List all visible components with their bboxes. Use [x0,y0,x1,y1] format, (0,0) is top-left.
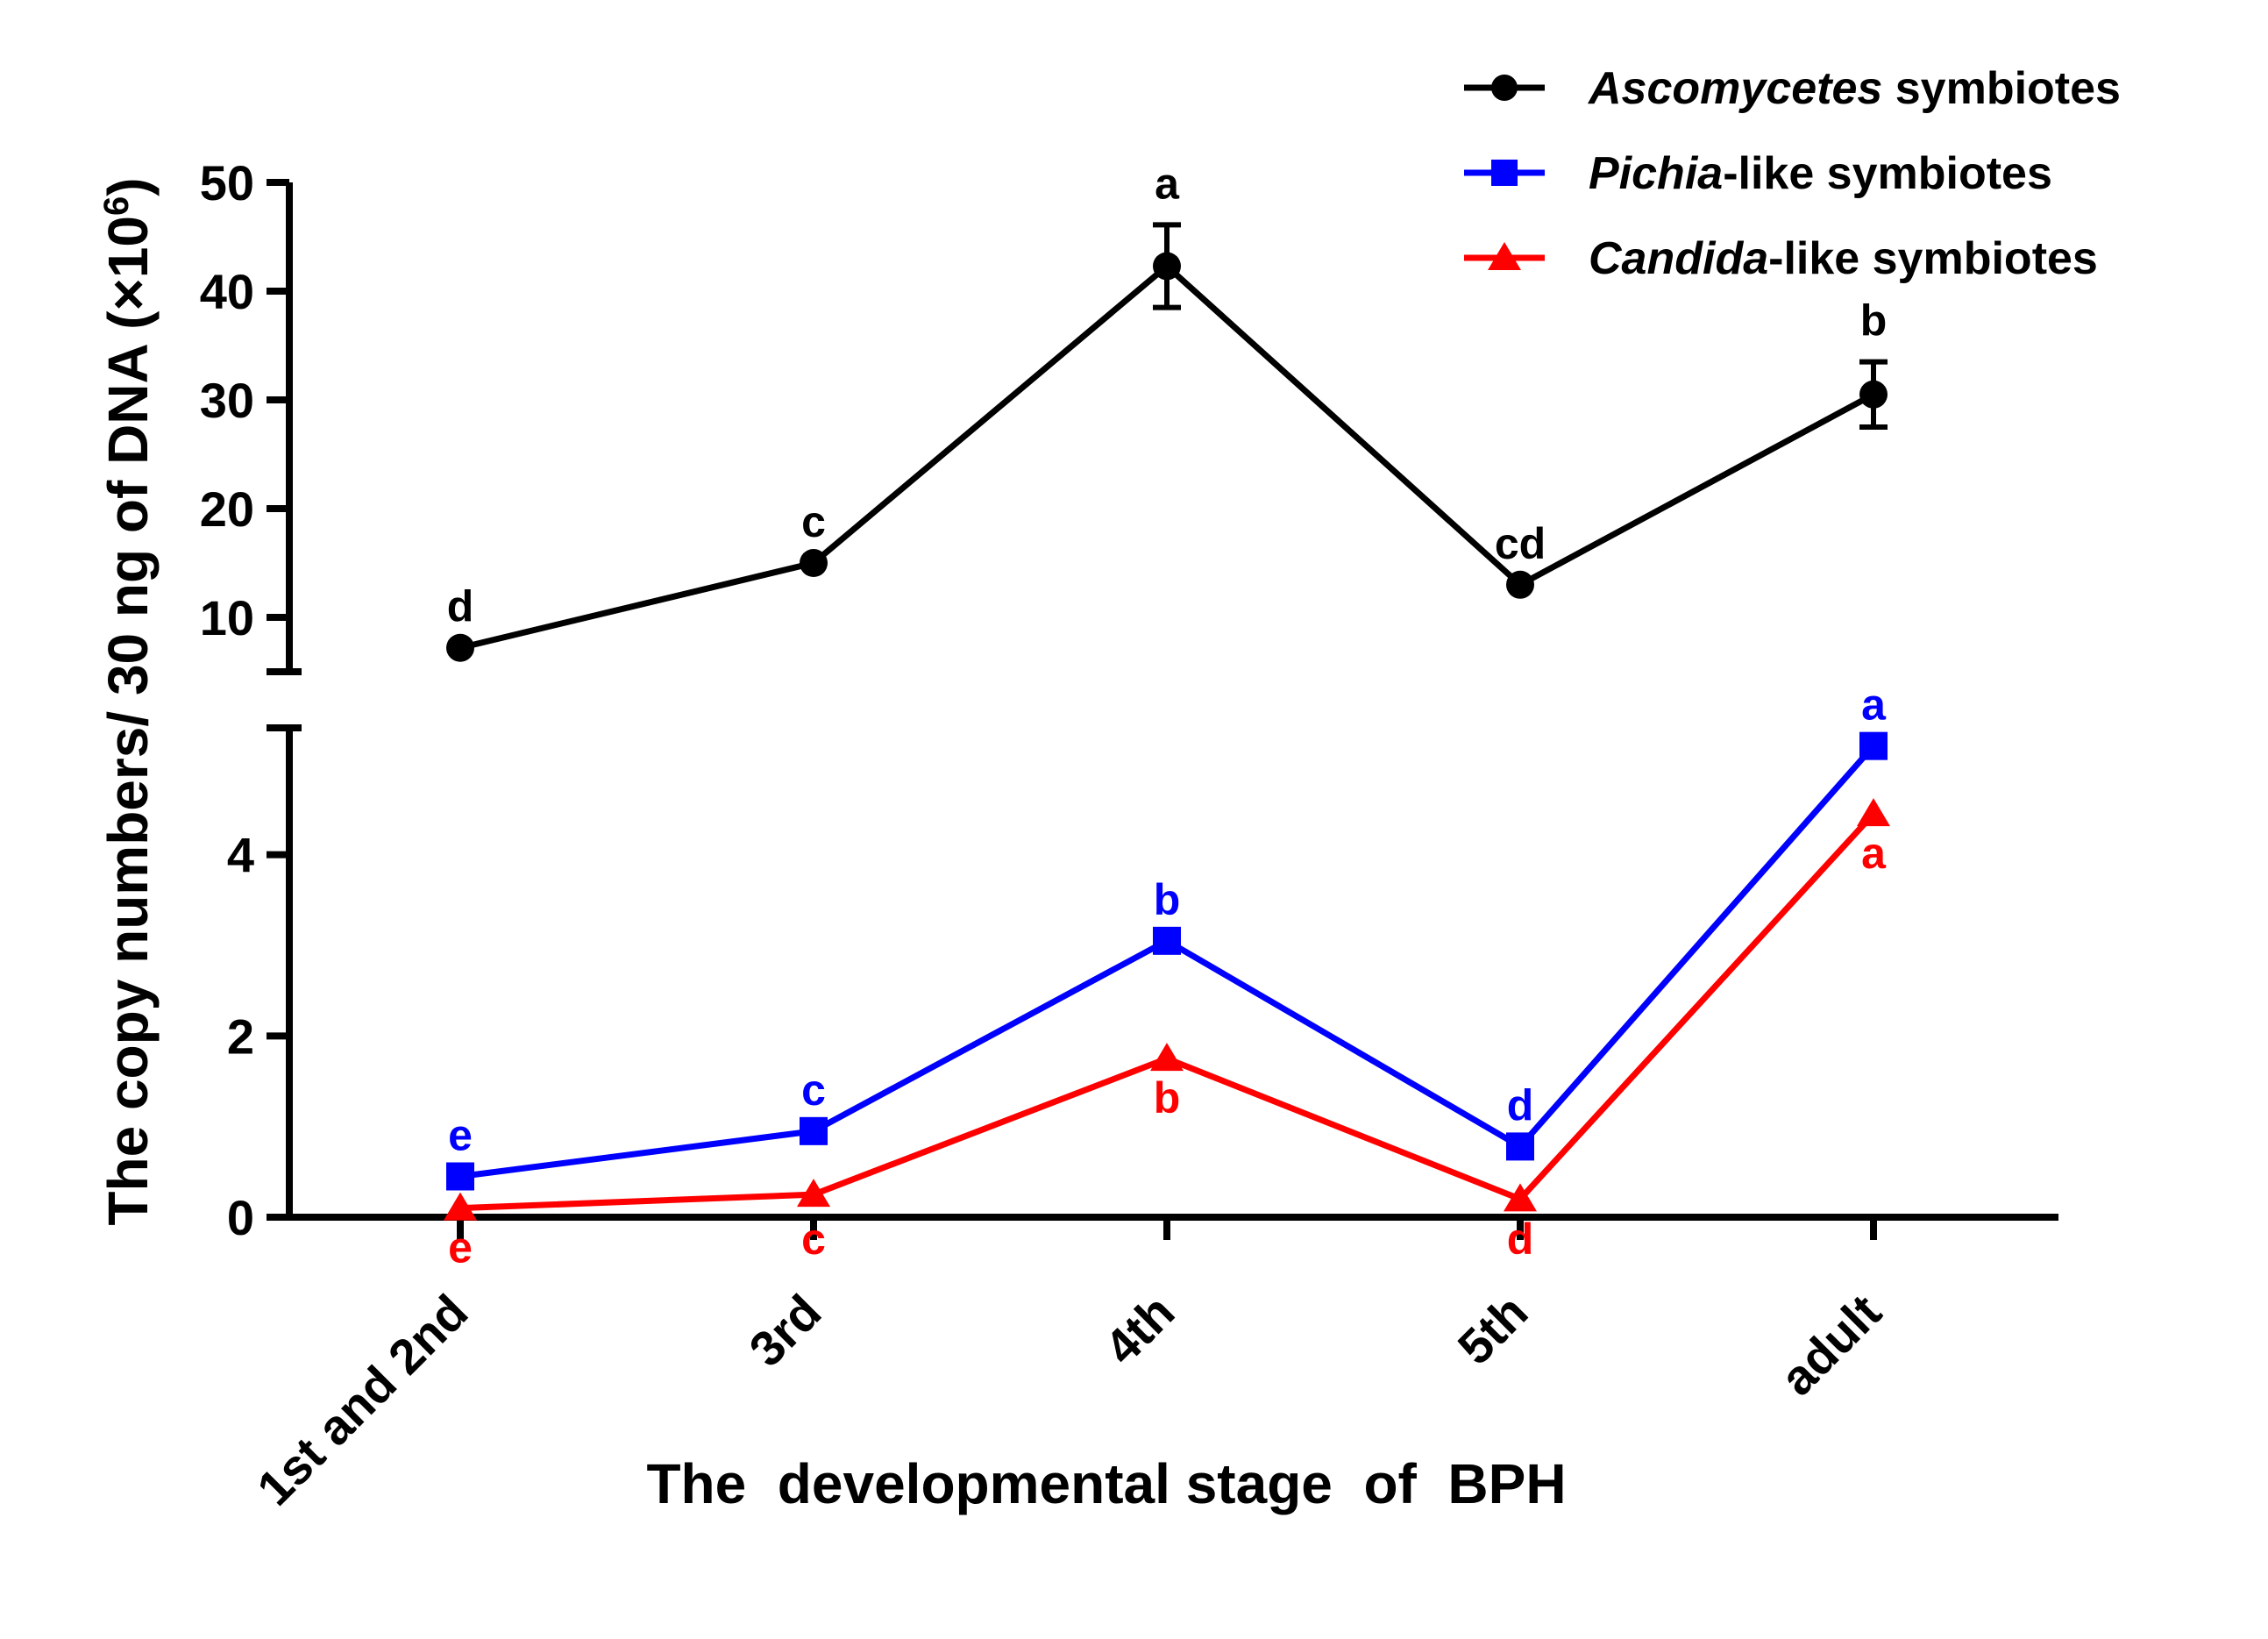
y-tick-label: 20 [200,481,254,537]
significance-letter: e [448,1111,473,1160]
legend-entry-candida: Candida-like symbiotes [1464,233,2098,284]
significance-letter: a [1861,681,1887,730]
x-tick-label: 4th [1094,1284,1185,1375]
y-tick-label: 50 [200,155,254,210]
legend-label-ascomycetes: Ascomycetes symbiotes [1587,63,2121,114]
y-tick-label: 0 [227,1190,254,1245]
significance-letter: cd [1495,519,1546,568]
legend-marker-triangle-icon [1488,242,1521,270]
y-tick-label: 40 [200,264,254,319]
data-point [1153,926,1181,955]
significance-letter: c [801,1215,826,1264]
x-tick-label: 5th [1447,1284,1539,1375]
data-point [797,1179,830,1208]
y-axis-title-main: The copy numbers/ 30 ng of DNA (×10 [96,216,160,1226]
plot-area [267,182,2058,1221]
data-point [1153,252,1181,281]
legend-entry-pichia: Pichia-like symbiotes [1464,148,2052,199]
data-point [800,1116,828,1145]
data-point [446,633,474,662]
x-tick-label: 1st and 2nd [246,1284,479,1516]
significance-letters: d c a cd b e c b d a e c b d a [447,159,1888,1272]
significance-letter: d [1507,1215,1534,1264]
data-point [1857,798,1890,827]
significance-letter: c [801,497,826,546]
significance-letter: d [1507,1080,1534,1129]
significance-letter: b [1154,875,1181,924]
y-tick-label: 2 [227,1008,254,1064]
data-point [1150,1043,1184,1072]
significance-letter: b [1860,296,1888,346]
data-point [444,1192,477,1221]
y-tick-label: 10 [200,590,254,645]
significance-letter: e [448,1223,473,1272]
x-tick-label: 3rd [738,1284,831,1377]
data-point [1504,1183,1537,1212]
series-line-0 [459,261,1875,652]
series-layer [444,222,1890,1221]
y-tick-label: 30 [200,373,254,428]
legend-label-pichia: Pichia-like symbiotes [1589,148,2052,199]
data-point [1506,570,1534,599]
data-point [446,1162,474,1191]
y-ticks: 10 20 30 40 50 0 2 4 [200,155,289,1245]
legend-marker-square-icon [1491,160,1518,186]
significance-letter: a [1155,159,1180,208]
y-axis-title: The copy numbers/ 30 ng of DNA (×106) [96,177,160,1225]
legend: Ascomycetes symbiotes Pichia-like symbio… [1464,63,2121,284]
legend-label-candida: Candida-like symbiotes [1589,233,2098,284]
x-axis-title: The developmental stage of BPH [646,1452,1566,1515]
significance-letter: a [1861,829,1887,878]
data-point [1506,1132,1534,1161]
data-point [800,549,828,577]
data-point [1859,380,1888,409]
legend-entry-ascomycetes: Ascomycetes symbiotes [1464,63,2121,114]
x-tick-label: adult [1769,1284,1891,1406]
y-axis-title-close: ) [96,177,160,196]
y-tick-label: 4 [227,828,254,883]
significance-letter: b [1154,1073,1181,1122]
significance-letter: d [447,582,474,631]
data-point [1859,731,1888,760]
legend-marker-circle-icon [1491,75,1518,101]
significance-letter: c [801,1065,826,1115]
y-axis-title-exponent: 6 [97,196,136,216]
